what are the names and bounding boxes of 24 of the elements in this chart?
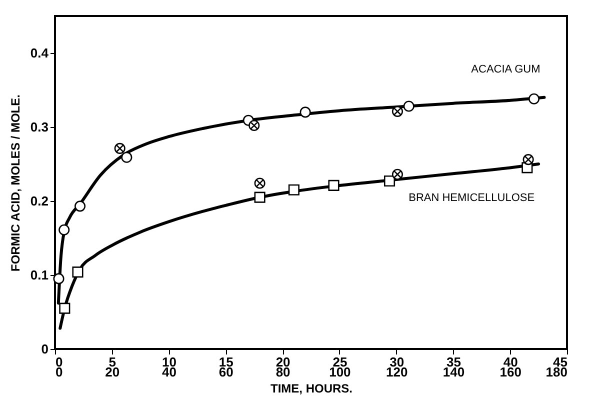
point <box>121 152 132 163</box>
point <box>53 273 64 284</box>
point <box>528 93 540 104</box>
point <box>403 100 414 112</box>
point <box>300 106 311 118</box>
point <box>254 192 266 203</box>
point <box>248 120 260 132</box>
y-axis-title: FORMIC ACID, MOLES / MOLE. <box>8 94 22 272</box>
point <box>74 200 86 212</box>
y-tick-label: 0 <box>41 342 48 356</box>
y-tick-label: 0.1 <box>30 268 48 282</box>
point <box>59 302 70 314</box>
series-label: BRAN HEMICELLULOSE <box>408 192 535 204</box>
point <box>72 266 84 278</box>
point <box>288 184 300 196</box>
point <box>328 180 340 191</box>
point <box>58 224 70 236</box>
y-tick-label: 0.2 <box>30 194 48 208</box>
point <box>392 106 403 117</box>
text: ACACIA GUM <box>471 63 540 76</box>
y-tick-label: 0.3 <box>30 120 48 134</box>
point <box>384 175 396 187</box>
x-axis-title: TIME, HOURS. <box>270 382 353 396</box>
y-tick-label: 0.4 <box>30 46 50 60</box>
